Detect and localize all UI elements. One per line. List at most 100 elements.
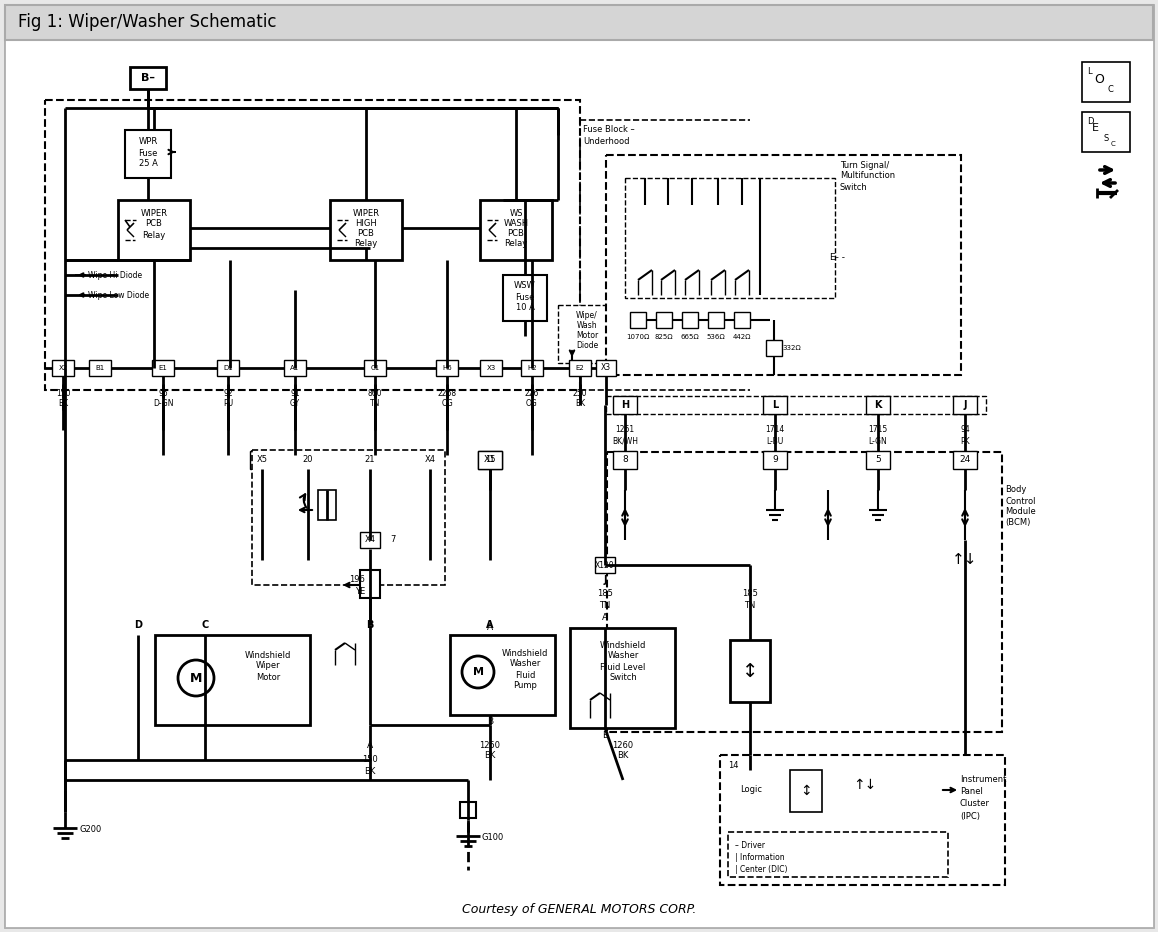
Bar	[625, 178, 835, 298]
Bar	[284, 360, 306, 376]
Text: 185: 185	[598, 590, 613, 598]
Text: Wipe Low Diode: Wipe Low Diode	[88, 291, 149, 299]
Text: WIPER: WIPER	[352, 209, 380, 217]
Bar	[558, 305, 616, 363]
Text: 150: 150	[362, 756, 378, 764]
Text: 442Ω: 442Ω	[733, 334, 752, 340]
Text: 9: 9	[772, 456, 778, 464]
Text: Wash: Wash	[577, 321, 598, 330]
Text: O: O	[1094, 73, 1104, 86]
Text: (IPC): (IPC)	[960, 812, 980, 820]
Bar	[478, 451, 503, 469]
Bar	[437, 360, 459, 376]
Bar	[655, 312, 672, 328]
Text: X5: X5	[257, 456, 267, 464]
Text: X1: X1	[484, 456, 496, 464]
Text: X3: X3	[601, 363, 611, 373]
Text: – Driver: – Driver	[735, 841, 765, 849]
Text: Motor: Motor	[576, 331, 599, 339]
Text: S: S	[1104, 134, 1109, 143]
Text: 5: 5	[875, 456, 881, 464]
Text: (BCM): (BCM)	[1005, 518, 1031, 528]
Text: C: C	[201, 620, 208, 630]
Text: 825Ω: 825Ω	[654, 334, 673, 340]
Text: B–: B–	[141, 73, 155, 83]
Text: H: H	[621, 400, 629, 410]
Text: HIGH: HIGH	[356, 220, 376, 228]
Text: Windshield: Windshield	[600, 640, 646, 650]
Text: Fluid Level: Fluid Level	[600, 663, 646, 671]
Text: Motor: Motor	[256, 673, 280, 681]
Bar	[252, 450, 445, 585]
Bar	[953, 451, 977, 469]
Text: E1: E1	[159, 365, 168, 371]
Bar	[45, 100, 580, 390]
Text: 21: 21	[365, 456, 375, 464]
Text: 250: 250	[573, 389, 587, 398]
Text: PK: PK	[960, 436, 969, 445]
Text: 95: 95	[159, 389, 168, 398]
Text: G200: G200	[79, 826, 101, 834]
Text: 1260: 1260	[613, 741, 633, 749]
Text: B1: B1	[95, 365, 104, 371]
Text: TN: TN	[745, 600, 756, 610]
Bar	[682, 312, 698, 328]
Text: WPR: WPR	[138, 138, 157, 146]
Bar	[596, 360, 616, 376]
Text: Diode: Diode	[576, 340, 599, 350]
Text: Panel: Panel	[960, 788, 983, 797]
Text: PCB: PCB	[507, 228, 525, 238]
Bar	[866, 396, 891, 414]
Bar	[52, 360, 74, 376]
Text: M: M	[472, 667, 484, 677]
Text: A: A	[602, 613, 608, 623]
Bar	[330, 200, 402, 260]
Text: Windshield: Windshield	[244, 651, 291, 660]
Text: 92: 92	[223, 389, 233, 398]
Text: Relay: Relay	[505, 239, 528, 248]
Text: 860: 860	[368, 389, 382, 398]
Text: C1: C1	[371, 365, 380, 371]
Text: BK: BK	[365, 766, 375, 775]
Bar	[734, 312, 750, 328]
Text: 1070Ω: 1070Ω	[626, 334, 650, 340]
Text: J: J	[603, 575, 607, 585]
Text: ↕: ↕	[742, 662, 758, 680]
Text: D1: D1	[223, 365, 233, 371]
Text: PCB: PCB	[146, 220, 162, 228]
Text: Logic: Logic	[740, 786, 762, 794]
Text: 15: 15	[485, 456, 496, 464]
Text: Multifunction: Multifunction	[840, 171, 895, 181]
Text: 1715: 1715	[868, 426, 888, 434]
Bar	[418, 451, 442, 469]
Text: E2: E2	[576, 365, 585, 371]
Text: Module: Module	[1005, 508, 1035, 516]
Text: K: K	[874, 400, 881, 410]
Text: Windshield: Windshield	[501, 649, 548, 657]
Bar	[1082, 62, 1130, 102]
Bar	[155, 635, 310, 725]
Bar	[217, 360, 239, 376]
Text: Wipe Hi Diode: Wipe Hi Diode	[88, 270, 142, 280]
Text: A: A	[486, 620, 493, 630]
Text: BK/WH: BK/WH	[611, 436, 638, 445]
Text: D: D	[134, 620, 142, 630]
Text: 94: 94	[960, 426, 970, 434]
Text: 332Ω: 332Ω	[782, 345, 800, 351]
Text: 24: 24	[959, 456, 970, 464]
Bar	[790, 770, 822, 812]
Bar	[569, 360, 591, 376]
Text: Instrument: Instrument	[960, 775, 1006, 785]
Text: Fuse: Fuse	[515, 293, 535, 301]
Bar	[450, 635, 555, 715]
Text: WIPER: WIPER	[140, 209, 168, 217]
Text: WASH: WASH	[504, 220, 528, 228]
Text: YE: YE	[354, 586, 365, 596]
Text: L: L	[772, 400, 778, 410]
Bar	[130, 67, 166, 89]
Text: X120: X120	[595, 560, 615, 569]
Text: C: C	[1111, 141, 1116, 147]
Text: 8: 8	[622, 456, 628, 464]
Text: 1261: 1261	[615, 426, 635, 434]
Text: 1250: 1250	[479, 741, 500, 749]
